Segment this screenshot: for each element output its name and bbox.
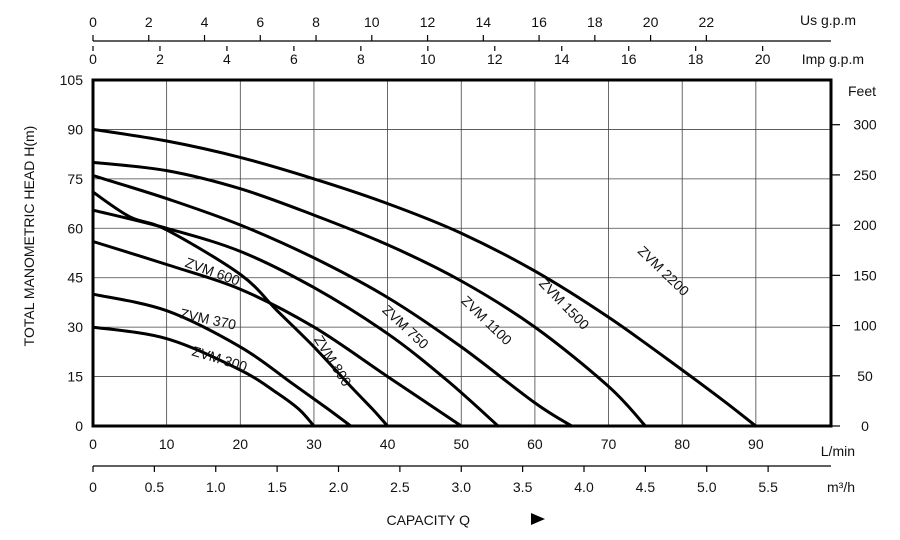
curve-label-zvm-600: ZVM 600 [183,254,242,289]
x-tick-label-lpm: 70 [601,436,617,452]
m3h-tick-label: 3.0 [452,479,472,495]
x-tick-label-lpm: 0 [89,436,97,452]
curve-zvm-1500 [91,160,647,428]
imp-gpm-tick-label: 0 [89,51,97,67]
imp-gpm-tick-label: 12 [487,51,503,67]
us-gpm-tick-label: 6 [256,14,264,30]
x-tick-label-lpm: 90 [748,436,764,452]
m3h-tick-label: 0.5 [145,479,165,495]
x-axis-title-arrow-icon [531,513,545,525]
m3h-tick-label: 3.5 [513,479,533,495]
us-gpm-tick-label: 4 [201,14,209,30]
imp-gpm-tick-label: 4 [223,51,231,67]
x-tick-label-lpm: 20 [233,436,249,452]
y-tick-label-meters: 105 [60,72,84,88]
imp-gpm-tick-label: 18 [688,51,704,67]
y-tick-label-meters: 30 [67,319,83,335]
m3h-tick-label: 4.0 [574,479,594,495]
us-gpm-tick-label: 14 [476,14,492,30]
imp-gpm-tick-label: 14 [554,51,570,67]
us-gpm-tick-label: 12 [420,14,436,30]
y-tick-label-meters: 45 [67,270,83,286]
m3h-tick-label: 5.0 [697,479,717,495]
imp-gpm-tick-label: 16 [621,51,637,67]
m3h-tick-label: 4.5 [636,479,656,495]
m3h-tick-label: 5.5 [758,479,778,495]
imp-gpm-unit-label: Imp g.p.m [802,51,864,67]
axis-text: 0 10 20 30 40 50 60 70 80 90015304560759010505010… [60,14,877,495]
us-gpm-tick-label: 16 [531,14,547,30]
curve-zvm-800 [91,240,463,428]
performance-curves [91,127,758,428]
curve-zvm-2200 [91,127,758,428]
y-tick-label-feet: 300 [853,117,877,133]
imp-gpm-tick-label: 20 [755,51,771,67]
us-gpm-tick-label: 20 [643,14,659,30]
x-tick-label-lpm: 60 [527,436,543,452]
curve-label-zvm-2200: ZVM 2200 [635,243,693,300]
imp-gpm-tick-label: 10 [420,51,436,67]
x-tick-label-lpm: 30 [306,436,322,452]
us-gpm-tick-label: 2 [145,14,153,30]
y-tick-label-meters: 90 [67,121,83,137]
y-tick-label-feet: 0 [861,418,869,434]
us-gpm-unit-label: Us g.p.m [800,12,856,28]
m3h-tick-label: 2.0 [329,479,349,495]
m3h-tick-label: 0 [89,479,97,495]
curve-zvm-300 [91,325,316,428]
curve-label-zvm-1100: ZVM 1100 [458,292,515,348]
us-gpm-tick-label: 10 [364,14,380,30]
y-tick-label-feet: 100 [853,318,877,334]
y-tick-label-feet: 50 [857,368,873,384]
y-tick-label-meters: 0 [75,418,83,434]
us-gpm-tick-label: 18 [587,14,603,30]
y-tick-label-feet: 150 [853,267,877,283]
curve-zvm-370 [91,292,353,428]
x-tick-label-lpm: 50 [453,436,469,452]
curve-zvm-1100 [91,174,574,428]
y-axis-title: TOTAL MANOMETRIC HEAD H(m) [21,126,37,347]
axes [92,35,840,472]
m3h-tick-label: 1.5 [267,479,287,495]
curve-label-zvm-1500: ZVM 1500 [536,275,593,333]
m3h-tick-label: 1.0 [206,479,226,495]
y-tick-label-feet: 200 [853,217,877,233]
x-axis-title: CAPACITY Q [386,512,470,528]
us-gpm-tick-label: 22 [699,14,715,30]
grid-lines [93,80,831,426]
us-gpm-tick-label: 8 [312,14,320,30]
x-tick-label-lpm: 10 [159,436,175,452]
y-tick-label-meters: 75 [67,171,83,187]
y-tick-label-feet: 250 [853,167,877,183]
imp-gpm-tick-label: 2 [156,51,164,67]
imp-gpm-tick-label: 6 [290,51,298,67]
plot-frame [91,78,833,428]
imp-gpm-tick-label: 8 [357,51,365,67]
us-gpm-tick-label: 0 [89,14,97,30]
y-tick-label-meters: 60 [67,220,83,236]
m3h-unit-label: m³/h [827,479,855,495]
feet-unit-label: Feet [848,83,876,99]
curve-zvm-750 [91,208,500,428]
x-tick-label-lpm: 40 [380,436,396,452]
m3h-tick-label: 2.5 [390,479,410,495]
lpm-unit-label: L/min [821,443,855,459]
x-tick-label-lpm: 80 [674,436,690,452]
y-tick-label-meters: 15 [67,369,83,385]
